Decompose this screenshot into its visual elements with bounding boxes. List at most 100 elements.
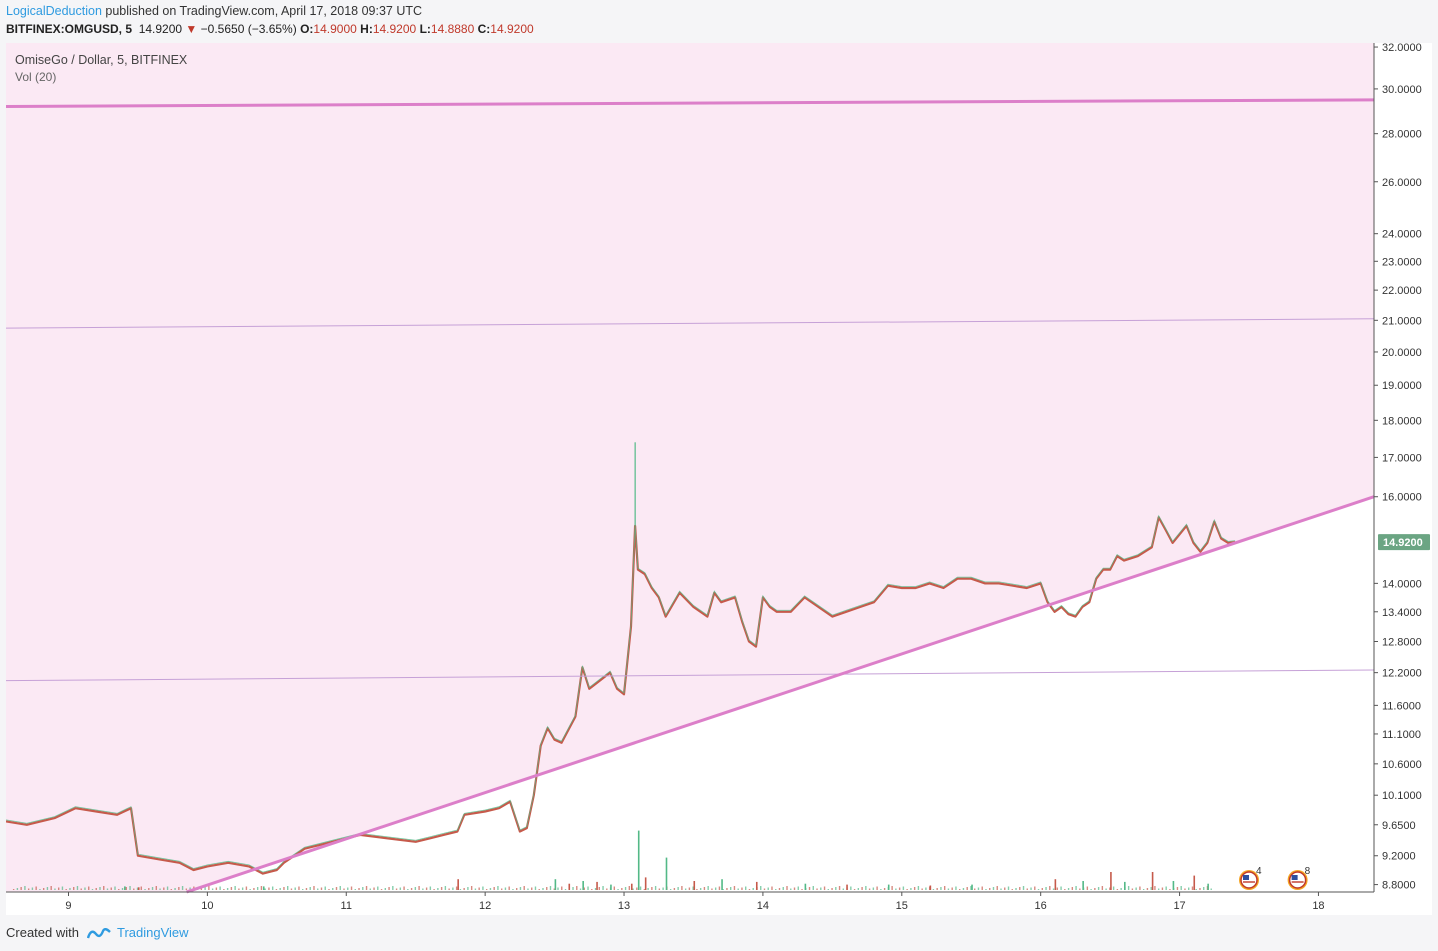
volume-bar [519, 887, 522, 890]
shaded-zone [6, 43, 1374, 892]
price-series-wicks [6, 514, 1236, 873]
volume-bar [106, 888, 109, 890]
price-tick-label: 17.0000 [1382, 452, 1422, 464]
volume-bar [940, 887, 942, 890]
open-label: O: [300, 22, 314, 36]
volume-spike [1110, 872, 1112, 890]
volume-bar [778, 888, 781, 890]
volume-bar [1199, 888, 1201, 890]
volume-bar [99, 887, 101, 890]
price-tick-label: 20.0000 [1382, 347, 1422, 359]
volume-bar [309, 887, 311, 890]
event-flag-canton [1291, 875, 1298, 880]
volume-spike [665, 857, 668, 890]
tradingview-link[interactable]: TradingView [116, 925, 189, 940]
volume-bar [211, 888, 214, 890]
volume-bar [133, 888, 135, 890]
price-tick-label: 23.0000 [1382, 256, 1422, 268]
price-change: −0.5650 (−3.65%) [200, 22, 297, 36]
volume-spike [887, 884, 890, 890]
volume-spike [721, 879, 723, 890]
volume-bar [437, 888, 439, 890]
volume-bar [741, 887, 743, 890]
volume-bar [531, 887, 533, 890]
volume-bar [1127, 886, 1130, 890]
volume-bar [868, 888, 871, 890]
volume-bar [140, 886, 142, 890]
volume-bar [226, 888, 229, 890]
volume-bar [838, 886, 841, 890]
volume-bar [861, 887, 863, 890]
volume-bar [775, 889, 777, 890]
volume-bar [410, 888, 413, 890]
event-count-label: 4 [1256, 866, 1262, 877]
volume-bar [546, 887, 548, 890]
low-label: L: [419, 22, 431, 36]
volume-bar [692, 886, 694, 890]
price-tick-label: 9.2000 [1382, 851, 1416, 863]
volume-bar [388, 887, 390, 890]
volume-bar [279, 888, 281, 890]
volume-bar [617, 889, 619, 890]
volume-spike [644, 877, 647, 890]
footer: Created with TradingView [6, 925, 189, 940]
volume-bar [91, 889, 94, 890]
volume-bar [797, 886, 799, 890]
volume-bar [178, 887, 180, 890]
volume-bar [1184, 888, 1186, 890]
volume-bar [651, 887, 653, 890]
volume-bar [148, 888, 150, 890]
price-chart[interactable]: OmiseGo / Dollar, 5, BITFINEX Vol (20) 32.… [6, 43, 1432, 915]
volume-bar [328, 889, 330, 890]
volume-bar [1019, 887, 1021, 890]
volume-spike [1207, 883, 1209, 890]
volume-bar [380, 889, 383, 890]
volume-bar [512, 889, 514, 890]
volume-bar [835, 887, 837, 890]
volume-bar [335, 887, 338, 890]
volume-bar [850, 886, 852, 890]
volume-bar [1086, 886, 1089, 890]
volume-bar [433, 889, 435, 890]
volume-bar [482, 886, 484, 890]
volume-bar [636, 887, 638, 890]
volume-bar [658, 888, 661, 890]
volume-bar [1142, 889, 1145, 890]
volume-bar [760, 886, 762, 890]
volume-bar [1146, 888, 1149, 890]
volume-spike [582, 881, 584, 890]
volume-bar [166, 886, 169, 890]
volume-bar [977, 887, 980, 890]
event-flag-icon: 4 [1239, 866, 1262, 890]
volume-bar [561, 886, 563, 890]
volume-bar [298, 886, 300, 890]
volume-bar [110, 887, 112, 890]
volume-bar [1094, 888, 1096, 890]
event-flag-icon: 8 [1287, 866, 1311, 890]
volume-bar [669, 889, 672, 890]
volume-bar [151, 887, 154, 890]
volume-bar [827, 889, 830, 890]
author-link[interactable]: LogicalDeduction [6, 4, 102, 18]
volume-bar [917, 886, 920, 890]
time-axis-panel [6, 892, 1432, 915]
volume-bar [65, 889, 67, 890]
volume-spike [1082, 881, 1084, 890]
volume-bar [275, 889, 278, 890]
volume-bar [264, 888, 266, 890]
volume-bar [1056, 887, 1059, 890]
volume-spike [630, 883, 633, 890]
low-value: 14.8880 [430, 22, 475, 36]
volume-bar [339, 886, 341, 890]
volume-bar [647, 888, 649, 890]
volume-bar [752, 888, 754, 890]
volume-bar [913, 887, 916, 890]
volume-bar [1049, 886, 1051, 890]
volume-bars [12, 830, 1212, 890]
volume-bar [989, 888, 991, 890]
volume-bar [504, 887, 507, 890]
volume-bar [46, 887, 49, 890]
volume-bar [39, 889, 41, 890]
volume-bar [241, 887, 244, 890]
volume-bar [786, 886, 788, 890]
